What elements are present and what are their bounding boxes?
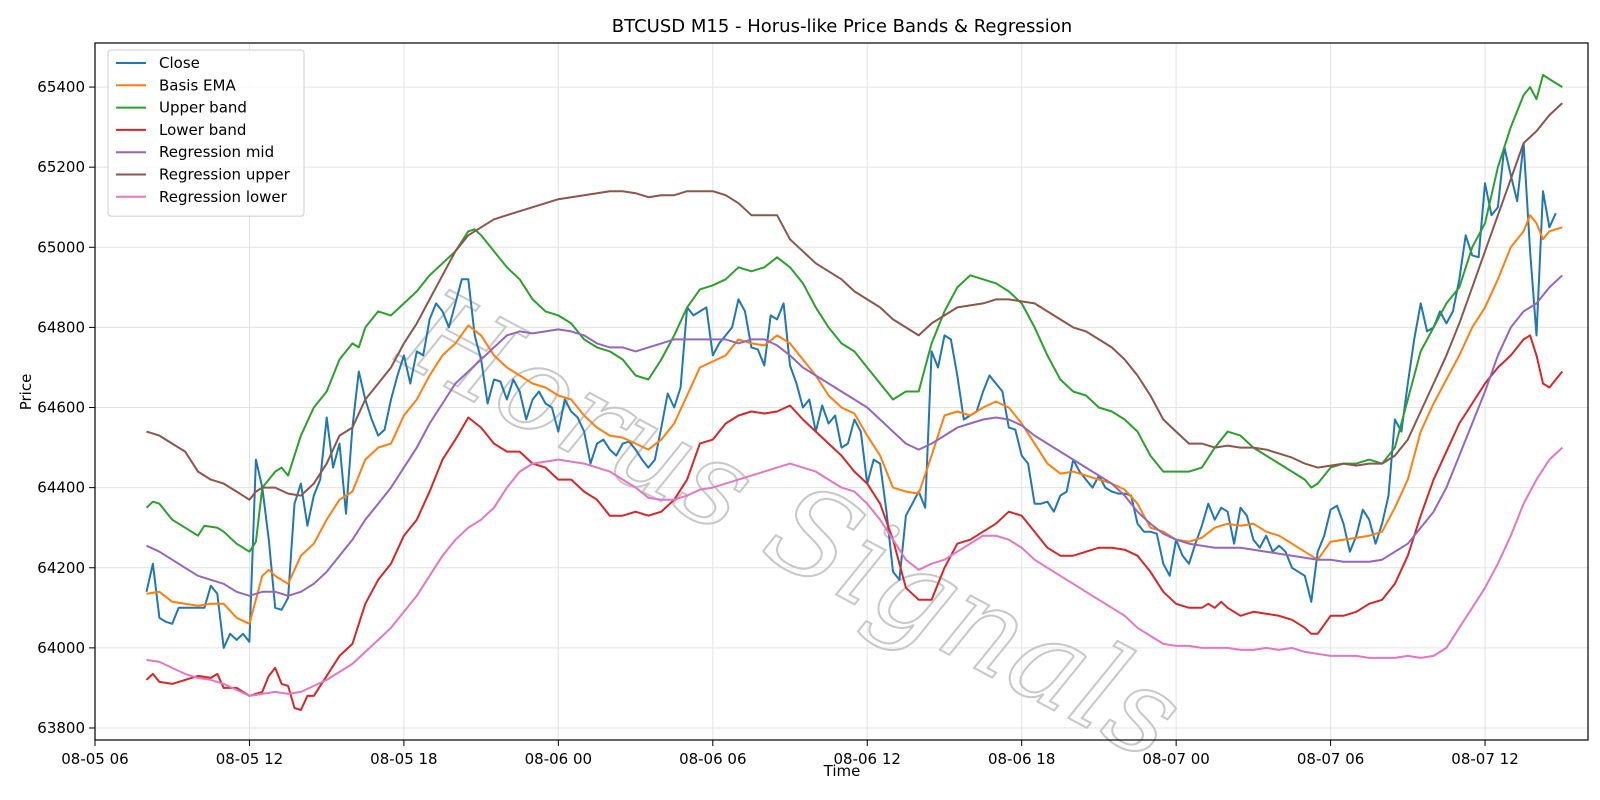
y-tick-label: 64200 xyxy=(37,559,85,577)
series-line-regression-mid xyxy=(146,274,1563,597)
y-tick-label: 65000 xyxy=(37,238,85,256)
y-tick-label: 65400 xyxy=(37,78,85,96)
x-tick-label: 08-05 18 xyxy=(370,750,437,768)
legend-label: Close xyxy=(159,54,200,72)
y-tick-label: 64000 xyxy=(37,639,85,657)
x-tick-label: 08-05 12 xyxy=(216,750,283,768)
y-tick-label: 63800 xyxy=(37,719,85,737)
x-axis: 08-05 06 08-05 12 08-05 18 08-06 00 08-06 06… xyxy=(61,740,1519,768)
legend-label: Regression lower xyxy=(159,188,288,206)
x-tick-label: 08-06 18 xyxy=(988,750,1055,768)
y-tick-label: 64800 xyxy=(37,318,85,336)
series-line-regression-upper xyxy=(146,102,1563,501)
x-tick-label: 08-07 06 xyxy=(1297,750,1364,768)
x-tick-label: 08-07 12 xyxy=(1451,750,1518,768)
series-line-upper-band xyxy=(145,74,1563,553)
series-layer xyxy=(145,74,1564,711)
y-tick-label: 64600 xyxy=(37,399,85,417)
y-axis-label: Price xyxy=(17,374,35,411)
y-tick-label: 64400 xyxy=(37,479,85,497)
legend-label: Regression upper xyxy=(159,166,291,184)
x-tick-label: 08-07 00 xyxy=(1142,750,1209,768)
x-tick-label: 08-06 00 xyxy=(525,750,592,768)
series-line-close xyxy=(145,142,1557,649)
watermark: Horus Signals xyxy=(379,261,1205,789)
series-line-regression-lower xyxy=(146,446,1563,697)
y-tick-label: 65200 xyxy=(37,158,85,176)
series-line-lower-band xyxy=(145,334,1564,711)
x-tick-label: 08-06 12 xyxy=(834,750,901,768)
legend-label: Upper band xyxy=(159,99,247,117)
legend-label: Basis EMA xyxy=(159,76,236,94)
y-axis: 63800 64000 64200 64400 64600 64800 65000 65200… xyxy=(37,78,95,737)
legend: Close Basis EMA Upper band Lower band Regres… xyxy=(107,49,305,217)
legend-box xyxy=(107,49,305,217)
watermark-text: Horus Signals xyxy=(380,262,1204,788)
legend-label: Lower band xyxy=(159,121,246,139)
x-axis-label: Time xyxy=(823,762,861,780)
x-tick-label: 08-05 06 xyxy=(61,750,128,768)
plot-frame xyxy=(94,42,1589,741)
series-line-basis-ema xyxy=(146,214,1563,625)
x-tick-label: 08-06 06 xyxy=(679,750,746,768)
legend-label: Regression mid xyxy=(159,143,274,161)
chart-title: BTCUSD M15 - Horus-like Price Bands & Re… xyxy=(612,16,1072,37)
